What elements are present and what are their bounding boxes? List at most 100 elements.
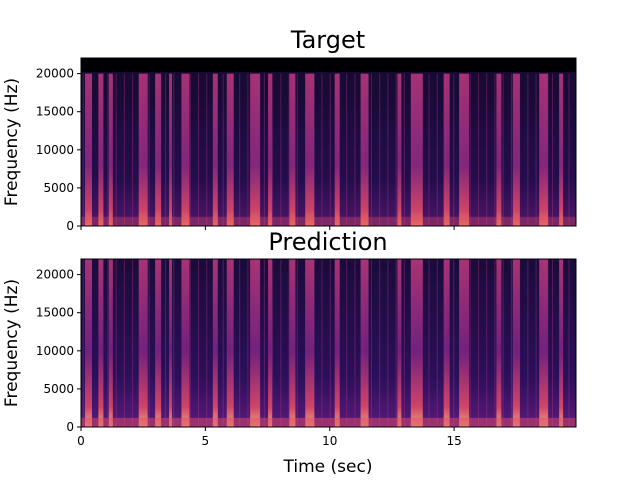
target-texture-line (436, 73, 438, 226)
prediction-low-freq-energy (81, 417, 576, 427)
prediction-panel: Prediction 0 5000 10000 15000 20000 0 5 10 15 F… (2, 228, 577, 477)
target-texture-line (535, 73, 537, 226)
target-texture-line (370, 73, 372, 226)
prediction-y-ticks: 0 5000 10000 15000 20000 (36, 268, 81, 434)
prediction-ytick-label: 10000 (36, 344, 74, 358)
target-texture-line (552, 73, 554, 226)
prediction-bright-band (155, 259, 162, 427)
prediction-bright-band (181, 259, 190, 427)
target-bright-band (250, 73, 261, 226)
target-texture-line (165, 73, 167, 226)
target-bright-band (268, 73, 273, 226)
prediction-texture-line (354, 259, 356, 427)
target-texture-line (115, 73, 117, 226)
target-ytick-label: 0 (66, 219, 74, 233)
prediction-texture-line (263, 259, 265, 427)
target-low-freq-energy (81, 216, 576, 226)
prediction-title: Prediction (268, 228, 387, 256)
target-bright-band (108, 73, 113, 226)
target-texture-line (403, 73, 405, 226)
prediction-texture-line (494, 259, 496, 427)
target-bright-band (169, 73, 173, 226)
prediction-bright-band (459, 259, 470, 427)
target-content-area (81, 72, 576, 226)
target-bright-band (98, 73, 104, 226)
prediction-bright-band (539, 259, 549, 427)
target-bright-band (334, 73, 340, 226)
target-texture-line (568, 73, 570, 226)
target-texture-line (428, 73, 430, 226)
target-ytick-label: 10000 (36, 143, 74, 157)
prediction-bright-band (410, 259, 423, 427)
prediction-texture-line (280, 259, 282, 427)
prediction-bands (81, 259, 576, 427)
target-texture-line (346, 73, 348, 226)
prediction-bright-band (305, 259, 315, 427)
target-bright-band (289, 73, 296, 226)
prediction-texture-line (379, 259, 381, 427)
prediction-texture-line (173, 259, 175, 427)
prediction-texture-line (296, 259, 298, 427)
target-texture-line (387, 73, 389, 226)
prediction-bright-band (559, 259, 564, 427)
target-texture-line (280, 73, 282, 226)
target-ytick-label: 15000 (36, 105, 74, 119)
target-bright-band (181, 73, 190, 226)
prediction-texture-line (107, 259, 109, 427)
prediction-background (81, 259, 576, 427)
target-texture-line (263, 73, 265, 226)
target-texture-line (329, 73, 331, 226)
target-texture-line (453, 73, 455, 226)
prediction-bright-band (84, 259, 92, 427)
prediction-texture-line (165, 259, 167, 427)
target-bright-band (212, 73, 218, 226)
target-bright-band (539, 73, 549, 226)
prediction-texture-line (132, 259, 134, 427)
prediction-xtick-label: 0 (77, 434, 85, 448)
prediction-bright-band (138, 259, 148, 427)
prediction-texture-line (206, 259, 208, 427)
target-bright-band (84, 73, 92, 226)
target-texture-line (321, 73, 323, 226)
target-bright-band (305, 73, 315, 226)
prediction-texture-line (453, 259, 455, 427)
prediction-bright-band (397, 259, 402, 427)
prediction-bright-band (212, 259, 218, 427)
prediction-texture-line (329, 259, 331, 427)
prediction-xlabel: Time (sec) (283, 457, 373, 477)
prediction-texture-line (115, 259, 117, 427)
target-texture-line (354, 73, 356, 226)
target-bright-band (559, 73, 564, 226)
prediction-texture-line (436, 259, 438, 427)
prediction-texture-line (123, 259, 125, 427)
target-bright-band (512, 73, 520, 226)
target-texture-line (486, 73, 488, 226)
prediction-texture-line (82, 259, 84, 427)
target-texture-line (247, 73, 249, 226)
prediction-bright-band (289, 259, 296, 427)
prediction-texture-line (148, 259, 150, 427)
prediction-bright-band (360, 259, 369, 427)
prediction-plot-frame (80, 258, 577, 428)
target-texture-line (198, 73, 200, 226)
target-panel: Target 0 5000 10000 15000 20000 Frequency (H… (2, 26, 577, 233)
prediction-bright-band (169, 259, 173, 427)
target-bright-band (410, 73, 423, 226)
prediction-texture-line (469, 259, 471, 427)
target-texture-line (82, 73, 84, 226)
target-bright-band (443, 73, 450, 226)
target-bright-band (155, 73, 162, 226)
target-bright-band (138, 73, 148, 226)
prediction-xtick-label: 15 (446, 434, 461, 448)
prediction-bright-band (226, 259, 234, 427)
target-texture-line (477, 73, 479, 226)
prediction-ytick-label: 20000 (36, 268, 74, 282)
target-texture-line (132, 73, 134, 226)
target-texture-line (527, 73, 529, 226)
target-texture-line (206, 73, 208, 226)
target-texture-line (173, 73, 175, 226)
target-texture-line (502, 73, 504, 226)
prediction-texture-line (272, 259, 274, 427)
prediction-ytick-label: 5000 (43, 382, 74, 396)
